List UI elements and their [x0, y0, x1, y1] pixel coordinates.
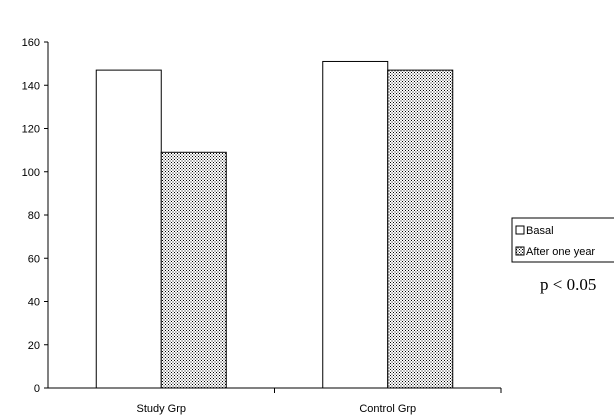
y-tick-label: 80: [28, 210, 40, 222]
y-tick-label: 120: [22, 124, 40, 136]
y-tick-label: 0: [34, 383, 40, 395]
category-labels: Study Grp Control Grp: [136, 403, 416, 415]
legend: Basal After one year: [511, 217, 614, 263]
legend-swatch-basal: [515, 225, 525, 235]
p-value-annotation: p < 0.05: [540, 275, 596, 294]
y-tick-label: 140: [22, 80, 40, 92]
category-label: Study Grp: [136, 403, 186, 415]
bar-after-one-year-control-grp: [387, 69, 454, 389]
bar-basal-control-grp: [322, 60, 389, 389]
legend-label-after-one-year: After one year: [526, 246, 595, 258]
legend-box: [511, 217, 614, 263]
y-axis-ticks: 0 20 40 60 80 100 120 140 160: [22, 37, 48, 395]
category-label: Control Grp: [359, 403, 416, 415]
bar-after-one-year-study-grp: [160, 151, 227, 389]
bars: [95, 60, 454, 389]
bar-basal-study-grp: [95, 69, 162, 389]
y-tick-label: 60: [28, 253, 40, 265]
y-tick-label: 100: [22, 167, 40, 179]
y-tick-label: 160: [22, 37, 40, 49]
y-tick-label: 40: [28, 297, 40, 309]
y-tick-label: 20: [28, 340, 40, 352]
legend-label-basal: Basal: [526, 225, 554, 237]
legend-swatch-after-one-year: [515, 246, 525, 256]
